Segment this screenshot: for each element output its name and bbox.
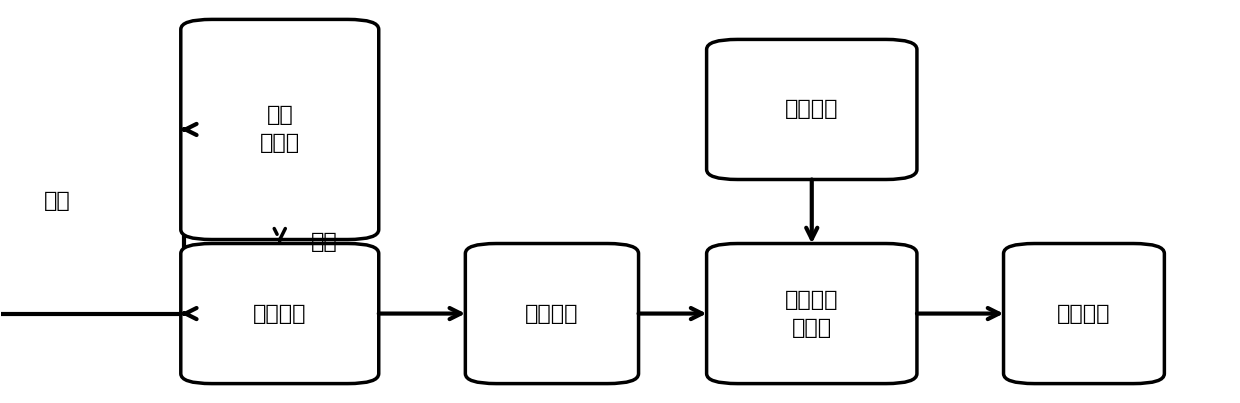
Text: 键帽建模: 键帽建模 — [785, 100, 838, 119]
Text: 图像拼接: 图像拼接 — [526, 303, 579, 324]
Text: 投影: 投影 — [311, 231, 337, 251]
FancyBboxPatch shape — [181, 19, 378, 239]
Text: 投影
结构光: 投影 结构光 — [259, 106, 300, 154]
Text: 采集图像: 采集图像 — [253, 303, 306, 324]
Text: 显示结果: 显示结果 — [1058, 303, 1111, 324]
FancyBboxPatch shape — [181, 243, 378, 384]
Text: 平整度检
测算法: 平整度检 测算法 — [785, 290, 838, 338]
FancyBboxPatch shape — [707, 39, 916, 179]
FancyBboxPatch shape — [1003, 243, 1164, 384]
Text: 开始: 开始 — [43, 191, 71, 212]
FancyBboxPatch shape — [465, 243, 639, 384]
FancyBboxPatch shape — [707, 243, 916, 384]
